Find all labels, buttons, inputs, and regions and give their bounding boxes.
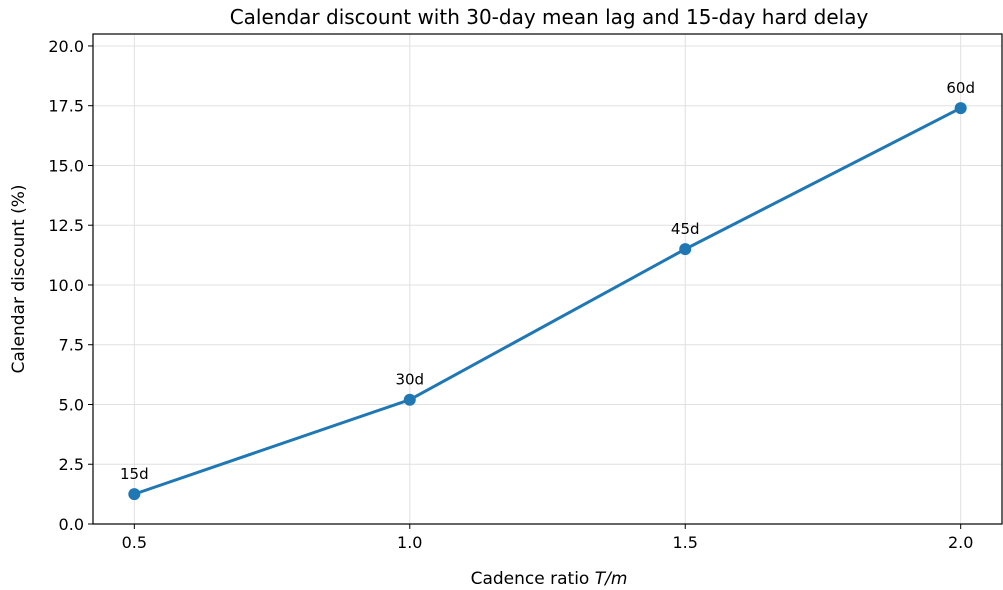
x-axis-label-variable: T/m — [595, 569, 628, 589]
grid — [93, 34, 1002, 524]
data-point-label: 45d — [671, 220, 700, 238]
chart-title: Calendar discount with 30-day mean lag a… — [230, 5, 869, 29]
series-line — [134, 108, 960, 494]
x-tick-label: 1.0 — [397, 533, 422, 552]
y-tick-label: 0.0 — [59, 515, 84, 534]
x-tick-label: 2.0 — [948, 533, 973, 552]
x-tick-label: 0.5 — [122, 533, 147, 552]
y-tick-label: 15.0 — [48, 156, 84, 175]
data-point — [128, 488, 140, 500]
y-axis-label: Calendar discount (%) — [9, 184, 29, 373]
data-point-label: 30d — [395, 371, 424, 389]
y-tick-label: 17.5 — [48, 97, 84, 116]
y-tick-label: 20.0 — [48, 37, 84, 56]
data-point-label: 60d — [946, 79, 975, 97]
y-tick-label: 7.5 — [59, 336, 84, 355]
data-point — [955, 102, 967, 114]
y-tick-label: 5.0 — [59, 395, 84, 414]
data-point — [404, 394, 416, 406]
plot-frame — [93, 34, 1002, 524]
y-tick-label: 12.5 — [48, 216, 84, 235]
data-point — [679, 243, 691, 255]
y-tick-label: 10.0 — [48, 276, 84, 295]
data-point-label: 15d — [120, 465, 149, 483]
x-axis-label-text: Cadence ratio — [471, 569, 595, 589]
x-axis-label: Cadence ratio T/m — [471, 569, 628, 589]
y-tick-label: 2.5 — [59, 455, 84, 474]
x-tick-label: 1.5 — [673, 533, 698, 552]
series-group: 15d 30d 45d 60d — [120, 79, 975, 500]
